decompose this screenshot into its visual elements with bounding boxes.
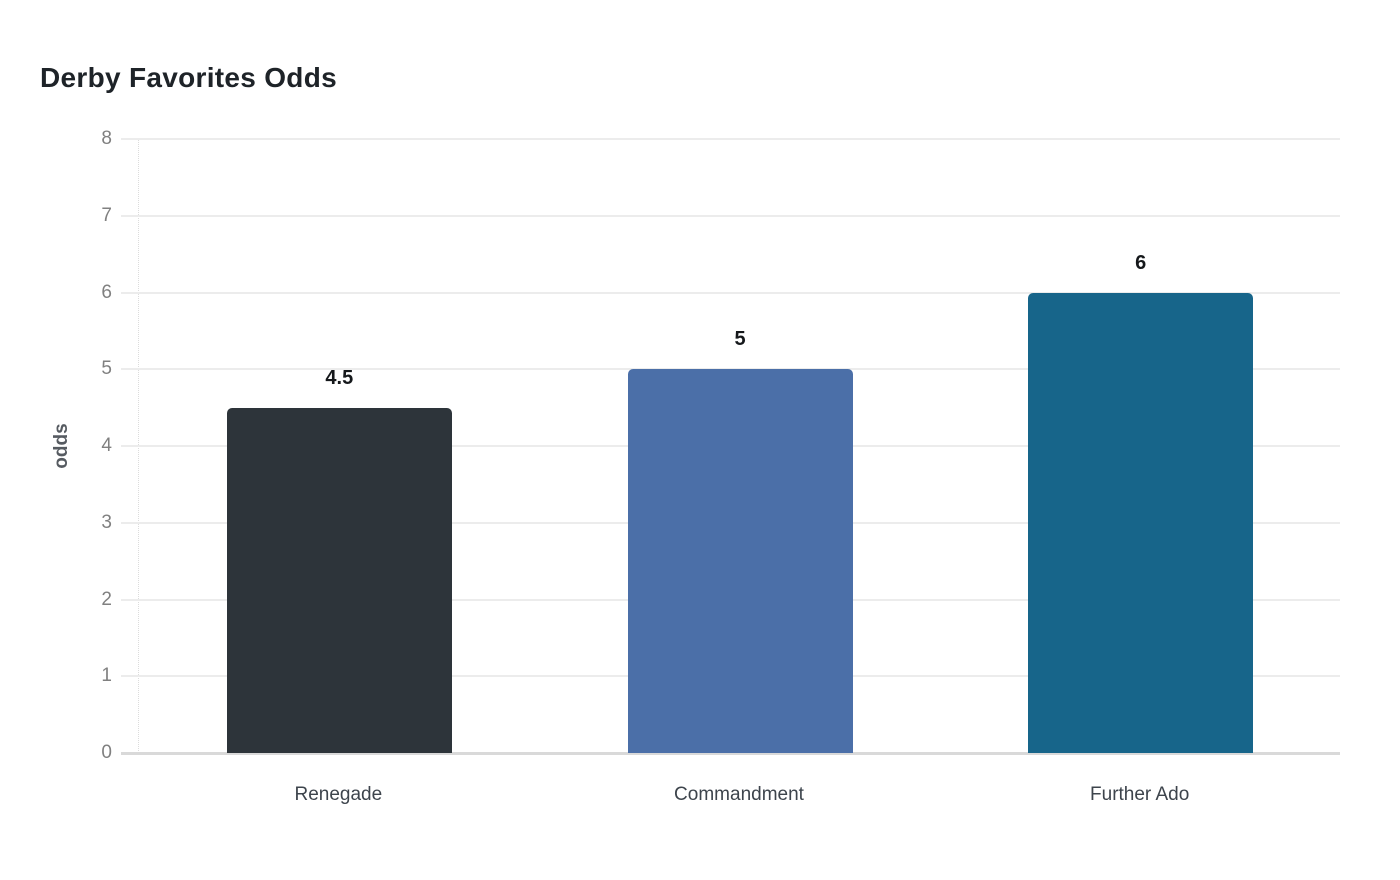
bar-further-ado — [1028, 292, 1254, 753]
y-tick-label-3: 3 — [101, 511, 112, 533]
x-category-label-commandment: Commandment — [674, 784, 804, 805]
y-tick-label-6: 6 — [101, 281, 112, 303]
y-tick-label-1: 1 — [101, 665, 112, 687]
y-tick-label-4: 4 — [101, 435, 112, 456]
y-tick-label-8: 8 — [101, 128, 112, 149]
value-label-commandment: 5 — [734, 328, 746, 351]
y-tick-label-0: 0 — [101, 742, 112, 763]
plot-area: 4.5 5 6 — [121, 138, 1340, 755]
gridline-y-0 — [121, 752, 1340, 755]
x-category-label-renegade: Renegade — [294, 784, 383, 805]
gridline-y-8 — [121, 138, 1340, 140]
chart-title: Derby Favorites Odds — [40, 62, 337, 93]
bar-commandment — [627, 369, 853, 753]
x-category-label-further-ado: Further Ado — [1090, 784, 1190, 805]
value-label-further-ado: 6 — [1135, 251, 1147, 274]
y-tick-label-2: 2 — [101, 588, 112, 610]
bar-renegade — [226, 407, 452, 753]
gridline-y-7 — [121, 214, 1340, 217]
gridline-y-6 — [121, 291, 1340, 294]
y-tick-label-7: 7 — [101, 204, 112, 226]
value-label-renegade: 4.5 — [325, 366, 354, 389]
y-tick-label-5: 5 — [101, 358, 112, 380]
